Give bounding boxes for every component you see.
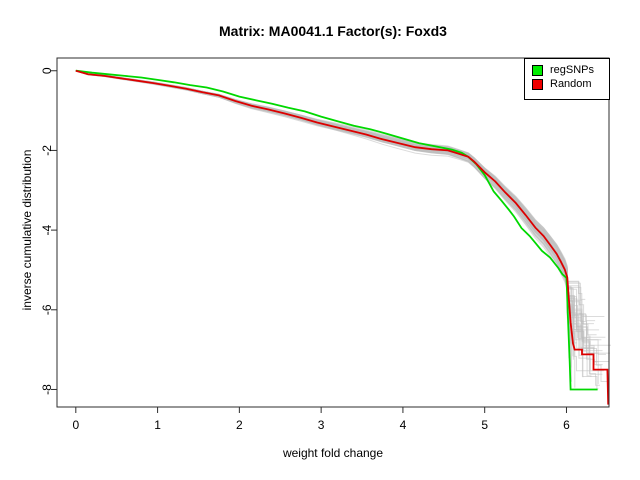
series-regsnps-line [75,69,598,391]
y-axis-tick-label: -8 [40,384,54,395]
ensemble-line [75,70,605,317]
ensemble-line [75,70,575,351]
ensemble-line [75,70,571,311]
ensemble-line [75,70,572,368]
y-axis-tick-label: -4 [40,224,54,235]
x-axis-tick-label: 2 [236,418,243,432]
ensemble-line [75,70,574,360]
ensemble-line [75,70,571,358]
plot-box [56,57,610,408]
ensemble-line [75,70,593,356]
y-axis-label: inverse cumulative distribution [20,149,34,311]
x-axis-tick-label: 5 [481,418,488,432]
x-axis-tick-label: 6 [563,418,570,432]
ensemble-line [75,70,586,300]
ensemble-line [75,70,577,344]
legend-item-regsnps: regSNPs [525,63,609,77]
ensemble-line [75,70,584,378]
ensemble-line [75,70,570,337]
ensemble-line [75,70,591,371]
ensemble-line [75,70,600,331]
legend-label-random: Random [550,78,592,90]
y-axis-tick-label: -6 [40,304,54,315]
random-swatch [532,78,543,90]
legend-label-regsnps: regSNPs [550,64,595,76]
plot-title: Matrix: MA0041.1 Factor(s): Foxd3 [219,23,447,39]
legend-box: regSNPs Random [524,58,610,100]
ensemble-line [75,70,611,346]
x-axis-tick-label: 1 [154,418,161,432]
ensemble-line [75,70,570,350]
ensemble-line [75,70,596,322]
series-random-line [75,69,610,405]
x-axis-label: weight fold change [282,446,384,460]
ensemble-line [75,70,572,382]
ensemble-line [75,70,599,384]
ensemble-line [75,70,574,334]
ensemble-line [75,70,580,342]
ensemble-line [75,70,599,390]
ensemble-line [75,70,606,338]
y-axis-tick-label: -2 [40,145,54,156]
x-axis-tick-label: 4 [400,418,407,432]
ensemble-line [75,70,592,377]
legend-item-random: Random [525,77,609,91]
ensemble-line [75,70,576,350]
ensemble-line [75,70,579,338]
ensemble-line [75,70,570,359]
x-axis-tick-label: 3 [318,418,325,432]
x-axis-tick-label: 0 [72,418,79,432]
ensemble-line [75,70,610,354]
y-axis-tick-label: 0 [40,67,54,74]
ensemble-line [75,70,574,357]
regsnps-swatch [532,64,543,76]
